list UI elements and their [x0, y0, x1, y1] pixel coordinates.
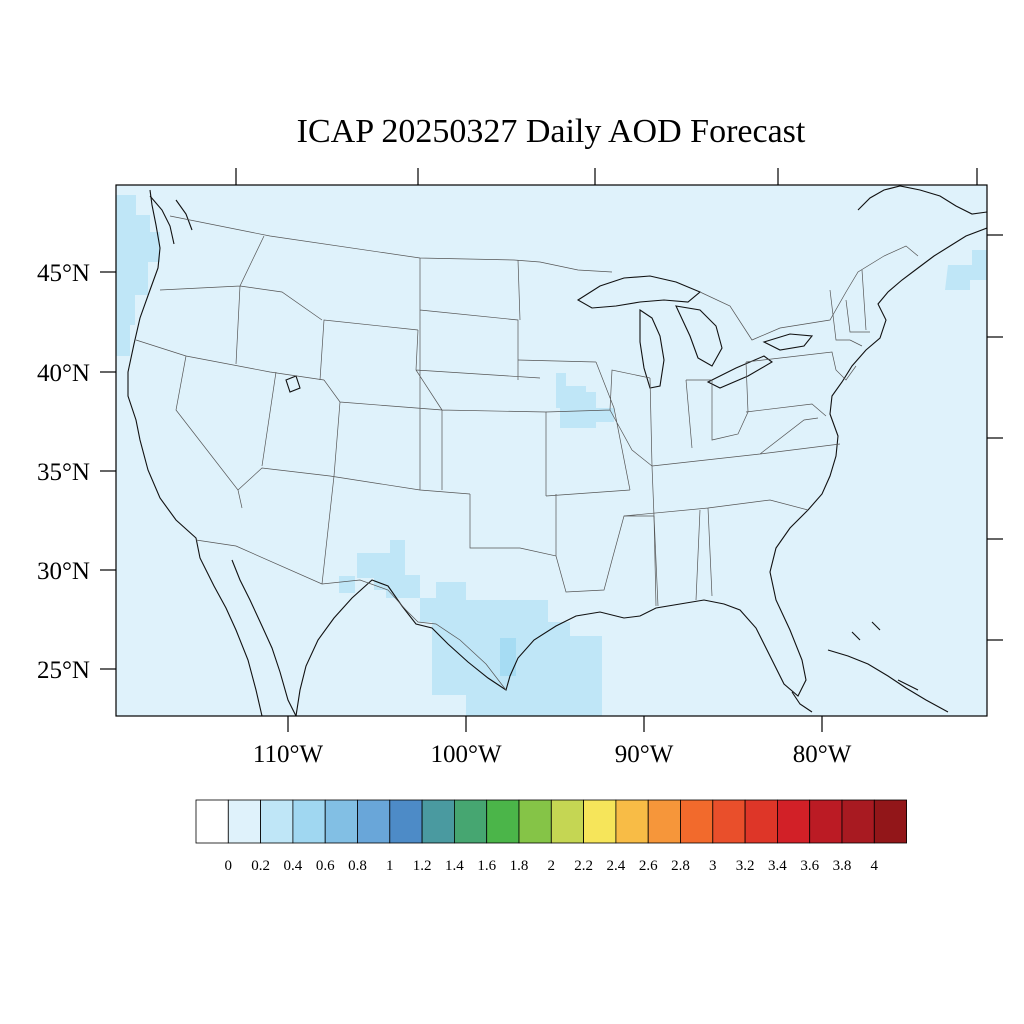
colorbar-swatch — [195, 799, 229, 844]
colorbar-swatch — [550, 799, 584, 844]
map-panel — [116, 185, 987, 716]
lake-superior — [576, 275, 702, 309]
colorbar-label: 0.2 — [251, 858, 270, 874]
latitude-labels: 45°N 40°N 35°N 30°N 25°N — [37, 260, 90, 684]
colorbar-swatch — [647, 799, 681, 844]
lon-label-110: 110°W — [253, 741, 324, 768]
colorbar-swatch — [389, 799, 423, 844]
map-title: ICAP 20250327 Daily AOD Forecast — [297, 113, 806, 150]
baja-coastline — [231, 559, 297, 716]
colorbar-swatch — [744, 799, 778, 844]
lon-label-90: 90°W — [615, 741, 674, 768]
borders — [135, 215, 919, 691]
colorbar-label: 3 — [709, 858, 717, 874]
colorbar-swatch — [583, 799, 617, 844]
colorbar-label: 1.4 — [445, 858, 464, 874]
colorbar-label: 3.4 — [768, 858, 787, 874]
colorbar-swatch — [453, 799, 488, 844]
colorbar-label: 0.4 — [284, 858, 303, 874]
great-salt-lake — [285, 375, 301, 393]
colorbar-label: 1.2 — [413, 858, 432, 874]
state-lines-east — [623, 269, 870, 607]
colorbar-label: 1 — [386, 858, 394, 874]
lat-label-25: 25°N — [37, 657, 90, 684]
colorbar-label: 4 — [871, 858, 879, 874]
colorbar-labels: 0 0.2 0.4 0.6 0.8 1 1.2 1.4 1.6 1.8 2 2.2 2.4 2.6 2.8 3… — [225, 858, 879, 874]
coastlines — [127, 185, 987, 716]
colorbar-swatch — [777, 799, 811, 844]
colorbar-swatch — [615, 799, 649, 844]
colorbar-swatch — [680, 799, 714, 844]
lake-ontario — [762, 333, 814, 351]
aod-patch-nova-scotia — [945, 250, 987, 290]
lat-label-35: 35°N — [37, 459, 90, 486]
aod-patch-pacific-northwest — [116, 195, 160, 356]
colorbar-label: 3.8 — [833, 858, 852, 874]
colorbar-label: 2 — [548, 858, 556, 874]
colorbar-swatch — [712, 799, 746, 844]
tick-marks — [100, 168, 1003, 732]
colorbar-swatch — [486, 799, 520, 844]
colorbar-label: 2.6 — [639, 858, 658, 874]
map-frame — [115, 184, 988, 717]
aod-patch-west-texas — [357, 540, 420, 598]
colorbar-label: 3.2 — [736, 858, 755, 874]
lat-label-40: 40°N — [37, 360, 90, 387]
colorbar-label: 3.6 — [800, 858, 819, 874]
colorbar-swatch — [292, 799, 326, 844]
puget-sound — [149, 195, 193, 245]
aod-patch-west-texas-small — [339, 576, 355, 593]
colorbar-label: 1.6 — [477, 858, 496, 874]
canada-border — [169, 215, 919, 341]
gulf-coastline — [295, 227, 987, 716]
colorbar-swatch — [518, 799, 552, 844]
colorbar-swatch — [873, 799, 907, 844]
lon-label-80: 80°W — [793, 741, 852, 768]
lat-label-45: 45°N — [37, 260, 90, 287]
colorbar — [195, 799, 907, 844]
lake-erie — [706, 355, 773, 389]
aod-patch-iowa-missouri — [556, 373, 614, 428]
colorbar-swatch — [324, 799, 358, 844]
aod-patches — [116, 195, 987, 716]
lake-huron — [675, 305, 723, 367]
pacific-coastline — [127, 189, 263, 716]
florida-keys — [791, 691, 813, 713]
colorbar-label: 2.4 — [607, 858, 626, 874]
great-lakes — [285, 275, 814, 393]
lake-michigan — [639, 308, 665, 389]
colorbar-swatch — [809, 799, 843, 844]
mexico-border — [195, 539, 507, 691]
colorbar-label: 0.8 — [348, 858, 367, 874]
aod-patch-south-texas-core — [500, 638, 516, 676]
colorbar-swatch — [227, 799, 262, 844]
colorbar-swatch — [841, 799, 875, 844]
colorbar-label: 2.8 — [671, 858, 690, 874]
great-lakes-canada-coast — [857, 185, 987, 215]
colorbar-swatch — [421, 799, 455, 844]
colorbar-swatch — [357, 799, 391, 844]
colorbar-label: 0.6 — [316, 858, 335, 874]
lon-label-100: 100°W — [430, 741, 501, 768]
bahamas-cuba — [827, 621, 949, 713]
lat-label-30: 30°N — [37, 558, 90, 585]
colorbar-swatch — [260, 799, 294, 844]
longitude-labels: 110°W 100°W 90°W 80°W — [253, 741, 852, 768]
colorbar-label: 1.8 — [510, 858, 529, 874]
colorbar-label: 0 — [225, 858, 233, 874]
colorbar-label: 2.2 — [574, 858, 593, 874]
